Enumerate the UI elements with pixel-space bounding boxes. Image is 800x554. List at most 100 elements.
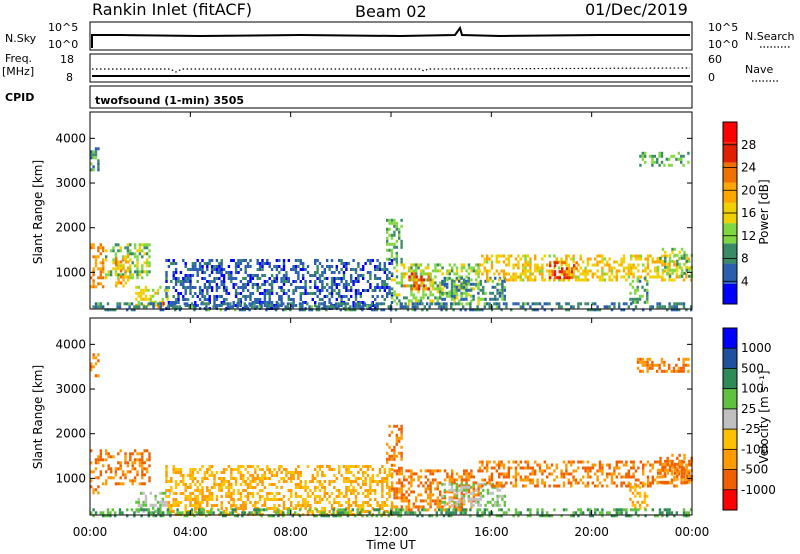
power-cell <box>340 295 343 298</box>
velocity-cell <box>395 472 399 476</box>
power-cell <box>685 256 689 260</box>
velocity-cell <box>460 508 463 512</box>
power-cell <box>668 259 672 263</box>
power-cell <box>589 257 592 261</box>
velocity-cell <box>395 454 398 458</box>
power-cell <box>390 236 394 240</box>
velocity-cell <box>270 514 273 518</box>
power-cell <box>610 269 614 273</box>
power-cell <box>354 298 358 301</box>
velocity-cell <box>390 508 393 512</box>
power-cell <box>122 278 125 282</box>
velocity-cell <box>249 492 252 495</box>
power-cell <box>378 262 382 265</box>
power-cell <box>114 270 118 274</box>
velocity-cell <box>507 472 510 476</box>
power-cell <box>165 271 168 274</box>
velocity-cell <box>258 498 262 501</box>
velocity-cell <box>309 489 312 492</box>
power-cell <box>656 265 660 269</box>
power-cell <box>94 150 98 154</box>
power-cell <box>135 305 138 309</box>
velocity-cell <box>318 495 322 498</box>
power-cell <box>256 259 259 262</box>
velocity-cell <box>596 508 599 512</box>
power-cell <box>672 154 676 158</box>
velocity-cell <box>644 360 647 364</box>
nsky-tick-top: 10^5 <box>48 21 78 34</box>
velocity-cell <box>208 498 211 501</box>
power-cell <box>477 291 480 295</box>
y-tick-label: 2000 <box>55 221 86 235</box>
velocity-cell <box>477 493 480 497</box>
velocity-cell <box>242 465 245 468</box>
power-cell <box>460 291 463 295</box>
velocity-cell <box>154 494 157 498</box>
power-cell <box>266 304 269 307</box>
power-cell <box>102 276 105 280</box>
velocity-cell <box>644 508 647 512</box>
power-cell <box>369 286 372 289</box>
power-cell <box>144 288 148 292</box>
velocity-cell <box>366 465 370 468</box>
power-cell <box>311 292 314 295</box>
power-cell <box>482 297 485 301</box>
power-cell <box>356 302 359 306</box>
power-cell <box>323 268 326 271</box>
power-cell <box>491 279 494 283</box>
velocity-cell <box>144 497 148 501</box>
power-cell <box>400 284 403 288</box>
velocity-cell <box>659 459 662 463</box>
power-cell <box>140 288 143 292</box>
velocity-cell <box>191 498 195 501</box>
power-cell <box>601 260 604 264</box>
velocity-cell <box>574 469 578 473</box>
power-cell <box>395 245 398 249</box>
velocity-cell <box>448 500 451 504</box>
power-cell <box>162 302 165 306</box>
power-cell <box>653 154 656 158</box>
power-cell <box>220 304 223 307</box>
power-cell <box>393 245 396 249</box>
velocity-cell <box>189 495 192 498</box>
velocity-cell <box>407 493 411 497</box>
power-cell <box>92 246 95 250</box>
velocity-cell <box>167 489 171 492</box>
power-cell <box>465 294 468 298</box>
power-cell <box>400 263 403 267</box>
velocity-cell <box>275 486 279 489</box>
velocity-cell <box>97 458 100 462</box>
velocity-cell <box>198 504 202 507</box>
velocity-cell <box>478 508 482 512</box>
velocity-cell <box>391 487 394 491</box>
velocity-cell <box>390 454 394 458</box>
power-cell <box>582 260 585 264</box>
power-cell <box>625 272 628 276</box>
power-cell <box>651 305 654 309</box>
velocity-cell <box>323 489 326 492</box>
velocity-cell <box>352 489 355 492</box>
velocity-cell <box>465 475 468 479</box>
power-cell <box>631 297 635 301</box>
power-cell <box>498 302 501 306</box>
velocity-cell <box>651 363 654 367</box>
velocity-cell <box>354 495 358 498</box>
velocity-cell <box>280 486 283 489</box>
power-cell <box>491 291 494 295</box>
velocity-cell <box>538 466 542 470</box>
velocity-cell <box>391 502 394 506</box>
power-cell <box>441 291 444 295</box>
velocity-cell <box>472 503 475 507</box>
velocity-cell <box>639 357 642 361</box>
power-cell <box>322 302 326 306</box>
power-cell <box>122 284 125 288</box>
power-cell <box>646 272 650 276</box>
power-cell <box>491 297 494 301</box>
power-cell <box>299 298 302 301</box>
velocity-cell <box>246 495 250 498</box>
velocity-cell <box>491 491 494 495</box>
velocity-cell <box>131 479 134 483</box>
velocity-cell <box>642 463 645 467</box>
velocity-cell <box>548 514 551 518</box>
